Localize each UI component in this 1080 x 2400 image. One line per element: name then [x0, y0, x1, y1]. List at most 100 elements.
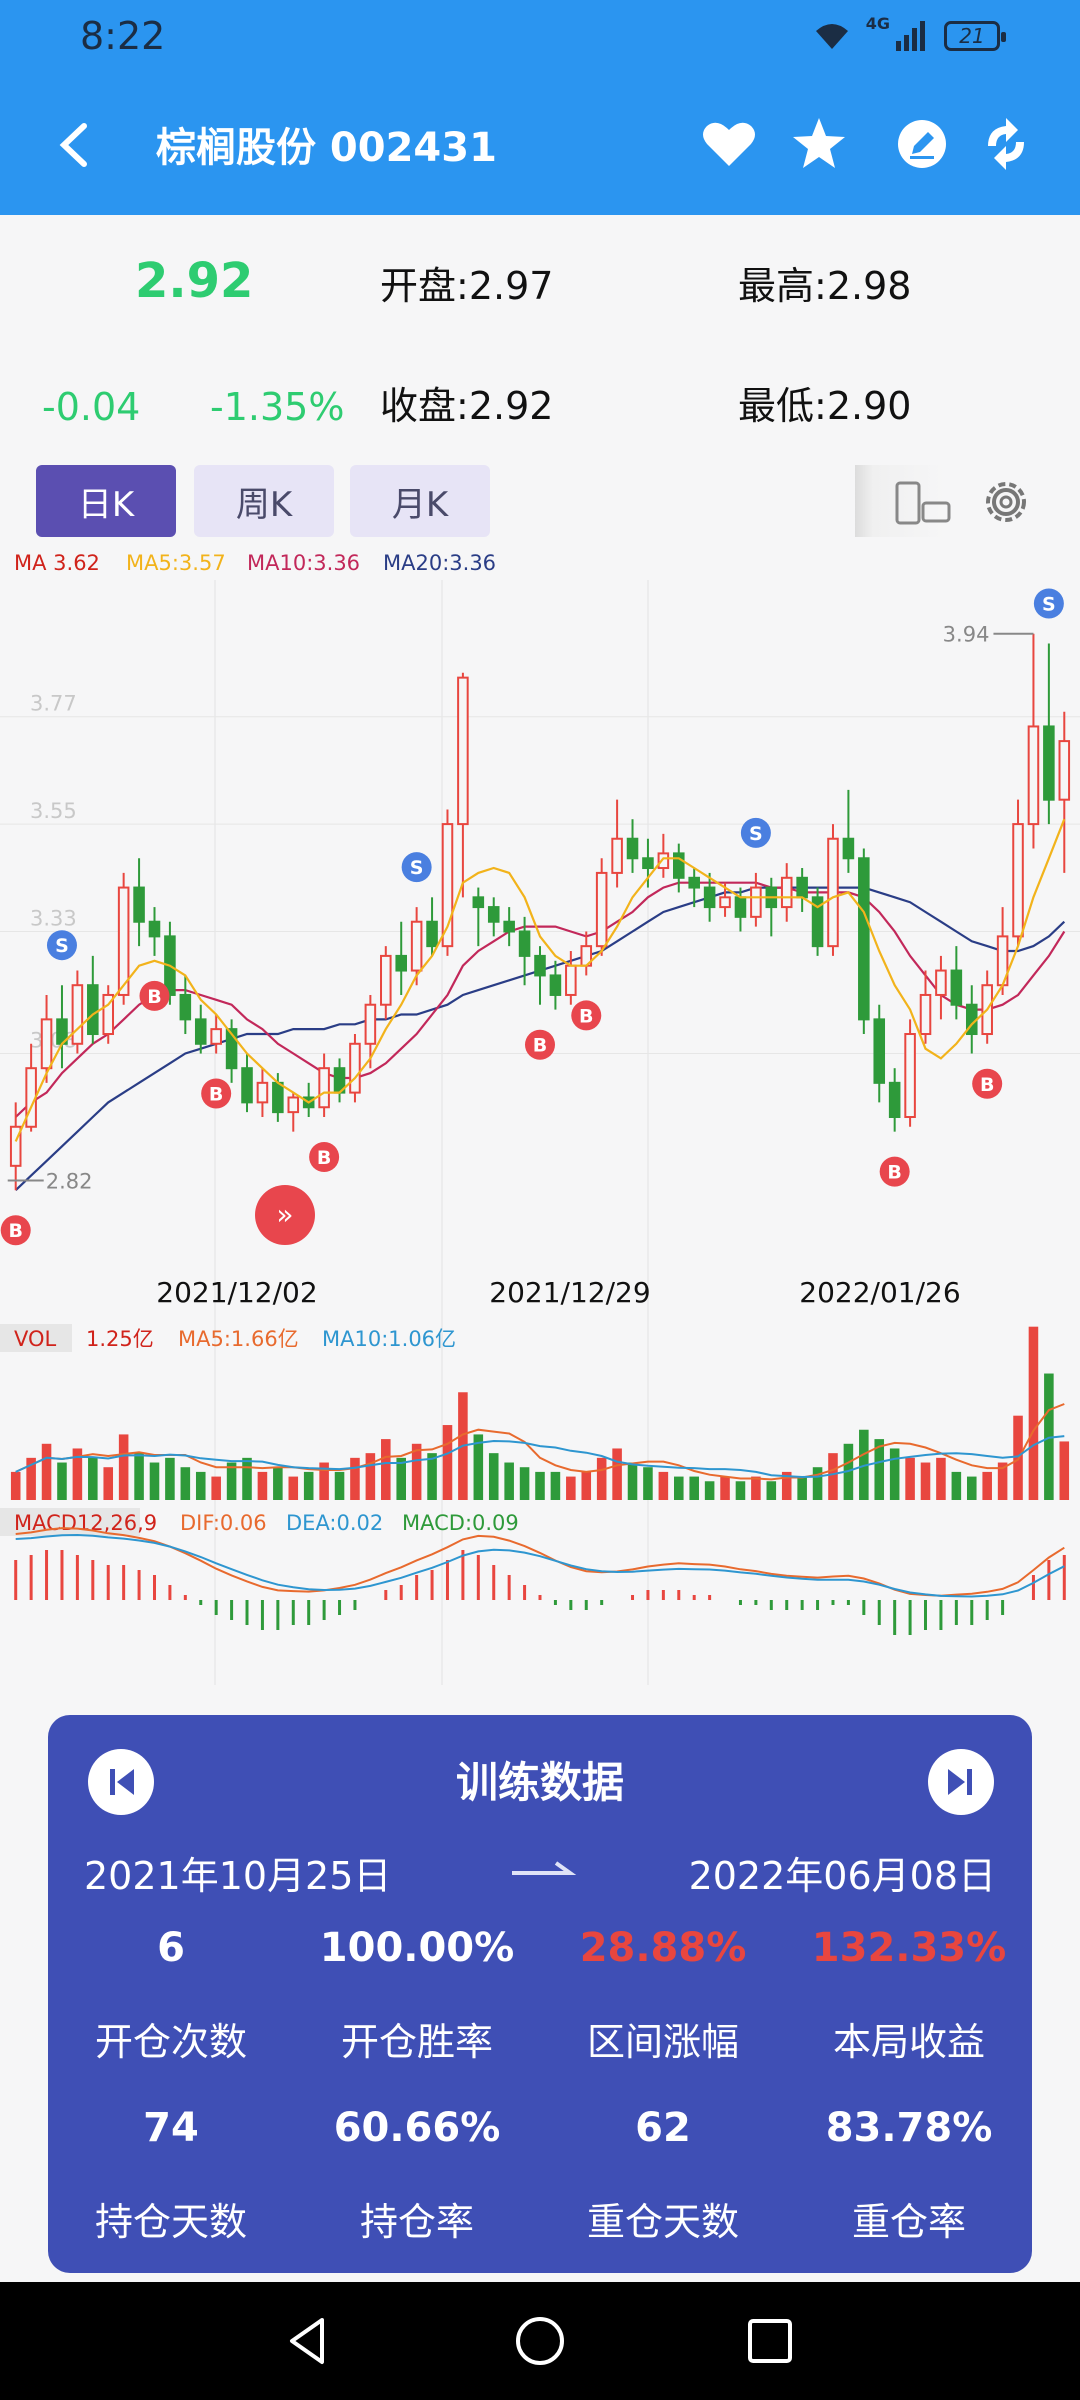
rotate-screen-icon — [895, 481, 951, 525]
volume-bar — [951, 1471, 962, 1500]
candle — [858, 848, 870, 1035]
current-price: 2.92 — [135, 253, 254, 309]
screen-rotate-toggle[interactable] — [855, 465, 951, 537]
volume-bar — [427, 1453, 437, 1500]
stat-label: 本局收益 — [832, 2020, 985, 2064]
next-button[interactable] — [928, 1749, 994, 1815]
heart-icon[interactable] — [697, 112, 761, 176]
kline-chart[interactable]: MA 3.62 MA5:3.57 MA10:3.36 MA20:3.36 3.7… — [0, 540, 1080, 1685]
volume-bar — [288, 1476, 299, 1500]
volume-bar — [966, 1476, 977, 1500]
volume-bar — [550, 1471, 561, 1500]
sell-signal: S — [46, 930, 77, 961]
page-title: 棕榈股份 002431 — [156, 125, 497, 171]
tab-weekly-k[interactable]: 周K — [194, 465, 334, 537]
wifi-icon — [815, 24, 848, 49]
trade-signals: B S B B B S B B S B B S — [0, 588, 1064, 1246]
nav-back-icon[interactable] — [276, 2308, 342, 2374]
y-tick-label: 3.55 — [30, 799, 77, 823]
battery-level: 21 — [959, 24, 985, 48]
end-date: 2022年06月08日 — [688, 1854, 996, 1898]
ma5line — [14, 818, 1066, 1142]
candle — [873, 1004, 886, 1103]
tab-monthly-k[interactable]: 月K — [350, 465, 490, 537]
refresh-icon[interactable] — [974, 112, 1038, 176]
volume-bar — [720, 1476, 730, 1500]
scroll-forward-button[interactable]: » — [255, 1185, 315, 1245]
volume-bar — [612, 1448, 622, 1500]
y-axis-ticks: 3.77 3.55 3.33 3.08 — [30, 692, 77, 1053]
svg-text:S: S — [749, 823, 763, 845]
training-data-panel: 训练数据 2021年10月25日 2022年06月08日 6 100.00% 2… — [48, 1715, 1032, 2273]
stat-value: 62 — [635, 2105, 691, 2151]
candle — [703, 872, 716, 922]
svg-text:B: B — [887, 1162, 901, 1184]
high-marker-label: 3.94 — [943, 623, 990, 647]
macd-histogram — [14, 1527, 1066, 1635]
nav-recents-icon[interactable] — [737, 2308, 803, 2374]
ma10line — [14, 881, 1066, 1118]
candle — [133, 858, 145, 947]
buy-signal: B — [525, 1029, 555, 1060]
candle — [595, 858, 608, 956]
svg-text:B: B — [533, 1035, 547, 1057]
candle — [888, 1068, 901, 1132]
candle — [40, 994, 53, 1083]
ma-legend-ma5: MA5:3.57 — [126, 551, 226, 575]
volume-bar — [242, 1457, 252, 1500]
candle — [688, 868, 700, 908]
edit-icon[interactable] — [890, 112, 954, 176]
open-price: 开盘:2.97 — [380, 255, 553, 310]
volume-bar — [566, 1476, 576, 1500]
volume-bar — [195, 1471, 206, 1500]
stat-label: 开仓次数 — [94, 2020, 247, 2064]
y-tick-label: 3.08 — [30, 1029, 77, 1053]
volume-bar — [257, 1471, 268, 1500]
skip-previous-icon — [110, 1769, 134, 1795]
stat-label: 区间涨幅 — [586, 2020, 739, 2064]
volume-bar — [319, 1462, 329, 1500]
ma-legend: MA 3.62 MA5:3.57 MA10:3.36 MA20:3.36 — [14, 551, 496, 575]
volume-bar — [26, 1457, 36, 1500]
open-value: 2.97 — [468, 264, 554, 308]
x-axis-ticks: 2021/12/02 2021/12/29 2022/01/26 — [156, 1276, 960, 1309]
candle — [657, 833, 670, 878]
volume-bar — [920, 1462, 931, 1500]
back-arrow-icon[interactable] — [48, 112, 98, 178]
volume-bar — [165, 1457, 175, 1500]
volume-bar — [627, 1462, 638, 1500]
volume-bar — [411, 1443, 422, 1500]
skip-next-icon — [948, 1769, 972, 1795]
buy-signal: B — [201, 1078, 232, 1109]
tab-daily-k[interactable]: 日K — [36, 465, 176, 537]
low-price: 最低:2.90 — [738, 375, 911, 430]
candlesticks — [9, 633, 1071, 1191]
candle — [179, 975, 192, 1035]
volume-bar — [442, 1425, 453, 1500]
settings-gear-icon[interactable] — [978, 474, 1034, 530]
volume-bar — [766, 1481, 777, 1500]
stat-label: 重仓率 — [851, 2200, 966, 2244]
volume-bar — [180, 1467, 191, 1500]
close-price: 收盘:2.92 — [380, 375, 553, 430]
candle — [673, 843, 685, 893]
star-icon[interactable] — [787, 112, 851, 176]
candle — [1058, 711, 1071, 873]
previous-button[interactable] — [88, 1749, 154, 1815]
candle — [919, 970, 932, 1044]
buy-signal: B — [571, 1000, 602, 1031]
svg-text:B: B — [8, 1220, 22, 1242]
svg-text:S: S — [55, 935, 69, 957]
volume-bar — [41, 1443, 52, 1500]
macd-value: MACD:0.09 — [402, 1511, 519, 1535]
volume-bar — [674, 1476, 684, 1500]
volume-bars — [10, 1326, 1070, 1500]
volume-bar — [504, 1462, 514, 1500]
volume-bar — [103, 1467, 114, 1500]
nav-home-icon[interactable] — [507, 2308, 573, 2374]
volume-bar — [704, 1481, 715, 1500]
sell-signal: S — [401, 852, 432, 883]
macd-dif: DIF:0.06 — [180, 1511, 267, 1535]
volume-bar — [149, 1462, 160, 1500]
y-tick-label: 3.33 — [30, 906, 77, 930]
